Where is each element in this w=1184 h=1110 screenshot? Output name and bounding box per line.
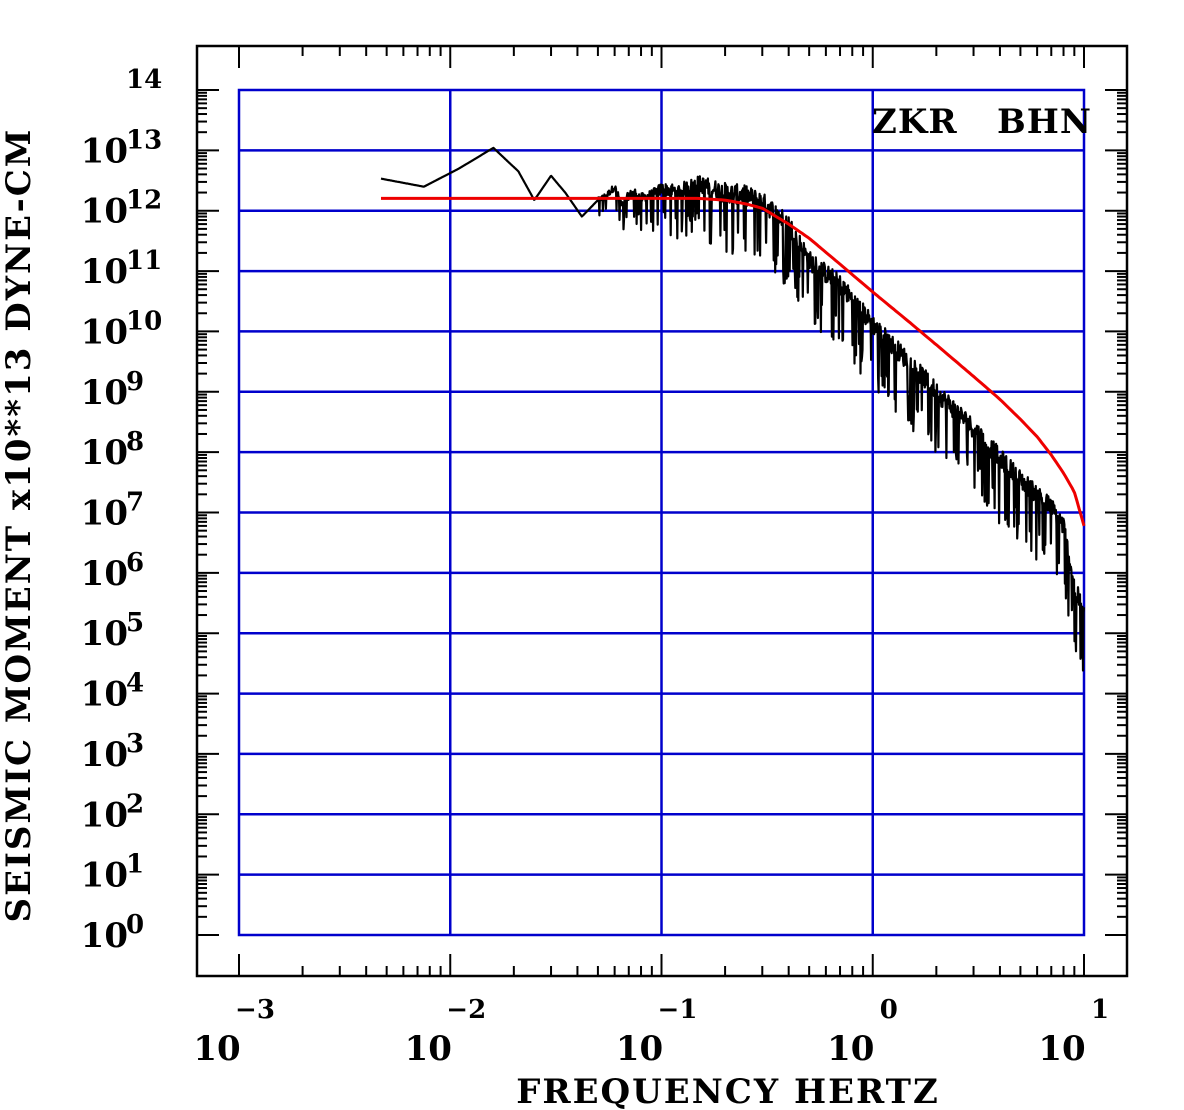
- x-axis-title: FREQUENCY HERTZ: [516, 1072, 940, 1110]
- y-tick-label-base: 10: [81, 373, 128, 413]
- y-tick-label-base: 10: [81, 554, 128, 594]
- grid-layer: [237, 88, 1086, 937]
- y-tick-label-base: 10: [81, 614, 128, 654]
- y-tick-label-exponent: 7: [126, 488, 144, 518]
- y-tick-label-base: 10: [81, 131, 128, 171]
- y-tick-label-base: 10: [81, 675, 128, 715]
- station-label: ZKR: [872, 102, 958, 142]
- x-tick-label-exponent: 1: [1091, 995, 1109, 1025]
- y-tick-label-exponent: 9: [126, 367, 144, 397]
- y-tick-label-exponent: 3: [126, 729, 144, 759]
- y-axis-title: SEISMIC MOMENT x10**13 DYNE-CM: [0, 128, 39, 923]
- y-tick-label-base: 10: [81, 916, 128, 956]
- grid-box: [237, 88, 1086, 937]
- y-tick-label-exponent: 5: [126, 608, 144, 638]
- x-tick-label-exponent: 0: [880, 995, 898, 1025]
- y-tick-label-base: 10: [81, 494, 128, 534]
- x-tick-label-base: 10: [616, 1029, 663, 1069]
- x-tick-label-base: 10: [405, 1029, 452, 1069]
- y-tick-label-base: 10: [81, 192, 128, 232]
- y-tick-label-exponent: 6: [126, 548, 144, 578]
- x-tick-label-base: 10: [193, 1029, 240, 1069]
- tick-mark-layer: [197, 46, 1127, 976]
- y-tick-label-exponent: 10: [126, 306, 162, 336]
- y-tick-label-exponent: 12: [126, 186, 162, 216]
- y-tick-label-exponent: 13: [126, 125, 162, 155]
- x-tick-label-exponent: −2: [446, 995, 486, 1025]
- channel-label: BHN: [997, 102, 1092, 142]
- y-tick-label-exponent: 11: [126, 246, 162, 276]
- y-tick-label-exponent: 8: [126, 427, 144, 457]
- tick-label-layer: 1001011021031041051061071081091010101110…: [81, 65, 1109, 1069]
- y-tick-label-base: 10: [81, 312, 128, 352]
- y-tick-label-exponent: 14: [126, 65, 162, 95]
- x-tick-label-base: 10: [1038, 1029, 1085, 1069]
- model-fit-series-line: [381, 196, 1086, 527]
- y-tick-label-exponent: 0: [126, 910, 144, 940]
- x-tick-label-exponent: −1: [658, 995, 698, 1025]
- x-tick-label-base: 10: [827, 1029, 874, 1069]
- x-tick-label-exponent: −3: [235, 995, 275, 1025]
- y-tick-label-exponent: 2: [126, 789, 144, 819]
- y-tick-label-exponent: 4: [126, 669, 144, 699]
- y-tick-label-base: 10: [81, 795, 128, 835]
- y-tick-label-base: 10: [81, 433, 128, 473]
- y-tick-label-exponent: 1: [126, 850, 144, 880]
- y-tick-label-base: 10: [81, 735, 128, 775]
- spectrum-series-line: [380, 146, 1086, 672]
- series-layer: [380, 146, 1086, 672]
- y-tick-label-base: 10: [81, 856, 128, 896]
- y-tick-label-base: 10: [81, 252, 128, 292]
